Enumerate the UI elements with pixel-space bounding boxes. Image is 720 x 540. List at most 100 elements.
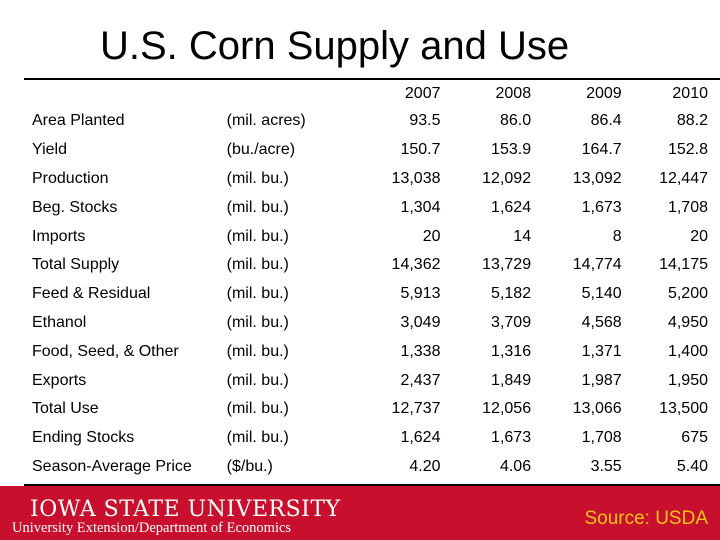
source-note: Source: USDA <box>584 508 708 529</box>
row-value: 12,092 <box>482 169 532 187</box>
table-row: Area Planted (mil. acres) 93.5 86.0 86.4 88.2 <box>0 107 720 136</box>
row-value: 1,950 <box>667 371 708 389</box>
row-value: 1,708 <box>581 429 622 447</box>
row-label: Exports <box>32 371 87 389</box>
department-name: University Extension/Department of Econo… <box>12 520 292 536</box>
row-label: Season-Average Price <box>32 457 192 475</box>
table-row: Yield (bu./acre) 150.7 153.9 164.7 152.8 <box>0 136 720 165</box>
year-header-row: 2007 2008 2009 2010 <box>0 80 720 107</box>
row-value: 153.9 <box>491 141 532 159</box>
table-row: Beg. Stocks (mil. bu.) 1,304 1,624 1,673 1,70… <box>0 193 720 222</box>
table-row: Imports (mil. bu.) 20 14 8 20 <box>0 222 720 251</box>
row-value: 13,038 <box>391 169 441 187</box>
row-value: 5,182 <box>491 285 532 303</box>
row-label: Food, Seed, & Other <box>32 342 179 360</box>
row-label: Ending Stocks <box>32 429 135 447</box>
row-value: 1,987 <box>581 371 622 389</box>
university-wordmark: IOWA STATE UNIVERSITY <box>30 497 341 522</box>
row-unit: (mil. bu.) <box>226 342 289 360</box>
row-value: 1,673 <box>491 429 532 447</box>
table-row: Exports (mil. bu.) 2,437 1,849 1,987 1,950 <box>0 366 720 395</box>
row-value: 164.7 <box>581 141 622 159</box>
row-value: 3.55 <box>590 457 622 475</box>
row-value: 1,400 <box>667 342 708 360</box>
row-label: Feed & Residual <box>32 285 151 303</box>
row-value: 93.5 <box>409 112 441 130</box>
row-value: 20 <box>690 227 708 245</box>
row-value: 1,708 <box>667 198 708 216</box>
row-value: 150.7 <box>400 141 441 159</box>
header-rule <box>24 78 720 80</box>
row-value: 20 <box>422 227 441 245</box>
row-unit: (mil. bu.) <box>226 400 289 418</box>
row-label: Total Use <box>32 400 99 418</box>
row-value: 152.8 <box>667 141 708 159</box>
page-title: U.S. Corn Supply and Use <box>100 24 570 68</box>
table-row: Total Use (mil. bu.) 12,737 12,056 13,066 13,… <box>0 395 720 424</box>
row-label: Ethanol <box>32 313 87 331</box>
table-row: Feed & Residual (mil. bu.) 5,913 5,182 5,140… <box>0 280 720 309</box>
table-row: Season-Average Price ($/bu.) 4.20 4.06 3.55 5… <box>0 453 720 482</box>
row-label: Imports <box>32 227 86 245</box>
row-value: 14 <box>513 227 532 245</box>
row-value: 5,140 <box>581 285 622 303</box>
table-row: Production (mil. bu.) 13,038 12,092 13,092 12… <box>0 165 720 194</box>
row-value: 13,729 <box>482 256 532 274</box>
row-value: 1,338 <box>400 342 441 360</box>
row-value: 86.4 <box>590 112 622 130</box>
year-header: 2009 <box>586 84 622 102</box>
year-header: 2010 <box>672 84 708 102</box>
row-unit: (mil. bu.) <box>226 169 289 187</box>
row-value: 5.40 <box>676 457 708 475</box>
row-value: 12,447 <box>659 169 708 187</box>
row-value: 1,304 <box>400 198 441 216</box>
table-row: Ending Stocks (mil. bu.) 1,624 1,673 1,708 67… <box>0 424 720 453</box>
row-value: 1,673 <box>581 198 622 216</box>
row-unit: (mil. bu.) <box>226 256 289 274</box>
row-value: 675 <box>681 429 708 447</box>
row-label: Beg. Stocks <box>32 198 118 216</box>
footer-rule <box>24 484 720 486</box>
row-value: 13,092 <box>572 169 622 187</box>
row-value: 1,624 <box>491 198 532 216</box>
footer-bar <box>0 486 720 540</box>
row-unit: (mil. bu.) <box>226 285 289 303</box>
row-unit: (mil. bu.) <box>226 313 289 331</box>
row-unit: (mil. bu.) <box>226 198 289 216</box>
row-label: Yield <box>32 141 67 159</box>
row-value: 1,371 <box>581 342 622 360</box>
row-value: 1,624 <box>400 429 441 447</box>
table-row: Ethanol (mil. bu.) 3,049 3,709 4,568 4,950 <box>0 309 720 338</box>
row-value: 14,362 <box>391 256 441 274</box>
row-value: 1,316 <box>491 342 532 360</box>
row-value: 13,066 <box>572 400 622 418</box>
row-value: 5,200 <box>667 285 708 303</box>
row-value: 8 <box>612 227 622 245</box>
row-value: 3,049 <box>400 313 441 331</box>
table-row: Total Supply (mil. bu.) 14,362 13,729 14,774… <box>0 251 720 280</box>
row-value: 4,950 <box>667 313 708 331</box>
supply-use-table: 2007 2008 2009 2010 Area Planted (mil. ac… <box>0 80 720 481</box>
row-value: 12,737 <box>391 400 441 418</box>
row-unit: (bu./acre) <box>226 141 296 159</box>
row-value: 4,568 <box>581 313 622 331</box>
row-label: Production <box>32 169 109 187</box>
header-blank-label <box>0 80 227 107</box>
row-value: 1,849 <box>491 371 532 389</box>
row-unit: (mil. acres) <box>226 112 306 130</box>
row-value: 5,913 <box>400 285 441 303</box>
year-header: 2008 <box>495 84 532 102</box>
header-blank-unit <box>227 80 350 107</box>
row-unit: (mil. bu.) <box>226 429 289 447</box>
row-value: 14,774 <box>572 256 622 274</box>
row-unit: (mil. bu.) <box>226 227 289 245</box>
row-value: 86.0 <box>499 112 532 130</box>
row-value: 13,500 <box>659 400 708 418</box>
row-label: Total Supply <box>32 256 120 274</box>
row-value: 12,056 <box>482 400 532 418</box>
table-row: Food, Seed, & Other (mil. bu.) 1,338 1,316 1… <box>0 337 720 366</box>
row-value: 4.20 <box>409 457 441 475</box>
row-value: 88.2 <box>676 112 708 130</box>
row-value: 2,437 <box>400 371 441 389</box>
row-unit: (mil. bu.) <box>226 371 289 389</box>
